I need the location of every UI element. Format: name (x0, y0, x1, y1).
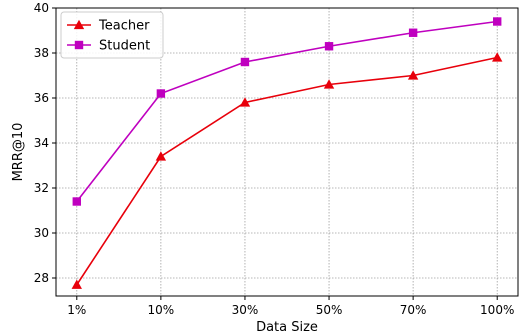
legend-marker-student (74, 40, 84, 50)
data-point-student (156, 89, 166, 98)
series-teacher (71, 52, 503, 289)
legend-label-student: Student (99, 39, 150, 54)
legend: Teacher Student (60, 11, 164, 59)
y-axis-label: MRR@10 (11, 123, 26, 182)
data-point-teacher (155, 151, 167, 161)
plot-area-frame (55, 7, 519, 297)
data-point-teacher (492, 52, 503, 62)
x-tick-label: 50% (316, 303, 343, 317)
y-tick-label: 38 (34, 46, 49, 60)
x-axis-ticks: 1% 10% 30% 50% 70% 100% (67, 296, 514, 317)
series-layer (71, 17, 503, 289)
series-student (72, 17, 502, 206)
x-tick-label: 10% (148, 303, 175, 317)
data-point-student (324, 42, 334, 51)
y-tick-label: 34 (34, 136, 49, 150)
data-point-teacher (323, 79, 335, 89)
y-tick-label: 30 (34, 226, 49, 240)
series-line-student (76, 20, 498, 202)
data-point-teacher (71, 279, 82, 289)
y-tick-label: 40 (34, 1, 49, 15)
x-tick-label: 70% (400, 303, 427, 317)
data-point-student (240, 57, 250, 67)
legend-label-teacher: Teacher (98, 19, 150, 34)
y-tick-label: 32 (34, 181, 49, 195)
data-point-teacher (407, 70, 419, 80)
y-axis-ticks: 28 30 32 34 36 38 40 (34, 1, 56, 285)
y-tick-label: 36 (34, 91, 49, 105)
x-tick-label: 1% (67, 303, 86, 317)
legend-marker-teacher (73, 19, 85, 30)
data-point-student (408, 28, 418, 37)
y-tick-label: 28 (34, 271, 49, 285)
data-point-student (72, 197, 81, 206)
series-line-teacher (76, 56, 498, 286)
data-point-teacher (239, 97, 251, 107)
x-tick-label: 30% (232, 303, 259, 317)
x-tick-label: 100% (480, 303, 514, 317)
legend-box (60, 11, 164, 59)
data-point-student (493, 17, 502, 26)
x-axis-label: Data Size (256, 320, 318, 335)
